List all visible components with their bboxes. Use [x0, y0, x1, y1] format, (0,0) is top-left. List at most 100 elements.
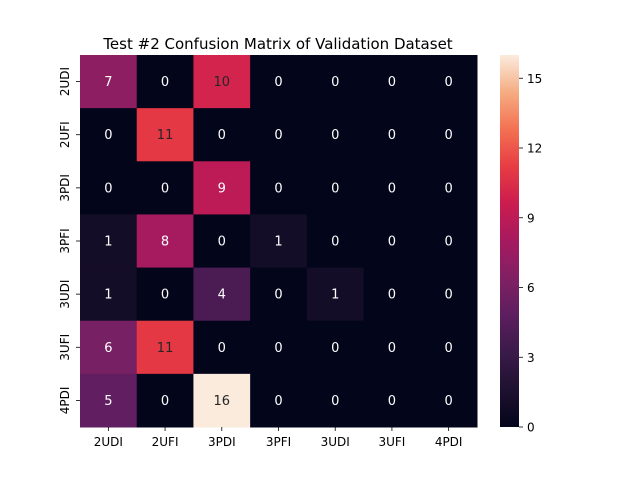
cell-value-label: 0 — [445, 75, 453, 90]
cell-value-label: 9 — [218, 181, 226, 196]
colorbar-tick-label: 6 — [527, 281, 535, 295]
cell-value-label: 0 — [388, 128, 396, 143]
cell-value-label: 0 — [445, 288, 453, 303]
heatmap-cell — [80, 267, 138, 322]
colorbar-tick-label: 3 — [527, 351, 535, 365]
colorbar-tick-label: 12 — [527, 142, 542, 156]
cell-value-label: 1 — [331, 288, 339, 303]
y-tick-label: 2UFI — [58, 121, 72, 148]
cell-value-label: 0 — [218, 235, 226, 250]
heatmap-cell — [306, 214, 365, 269]
cell-value-label: 4 — [218, 288, 226, 303]
x-tick-label: 4PDI — [435, 435, 463, 449]
cell-value-label: 0 — [331, 181, 339, 196]
heatmap-cell — [363, 267, 421, 322]
heatmap-cell — [80, 55, 138, 109]
x-tick-label: 2UDI — [94, 435, 123, 449]
heatmap-cell — [80, 214, 138, 269]
heatmap-cell — [250, 161, 308, 215]
heatmap-cell — [306, 55, 365, 109]
colorbar-tick-label: 15 — [527, 72, 542, 86]
cell-value-label: 0 — [274, 288, 282, 303]
cell-value-label: 1 — [104, 235, 112, 250]
cell-value-label: 0 — [388, 235, 396, 250]
heatmap-cell — [193, 373, 251, 428]
cell-value-label: 0 — [274, 341, 282, 356]
cell-value-label: 0 — [274, 394, 282, 409]
cell-value-label: 11 — [157, 341, 174, 356]
heatmap-cell — [80, 108, 138, 162]
cell-value-label: 0 — [445, 341, 453, 356]
heatmap-cell — [363, 161, 421, 215]
y-tick-label: 3UFI — [58, 334, 72, 361]
cell-value-label: 0 — [161, 394, 169, 409]
heatmap-cell — [363, 214, 421, 269]
heatmap-cell — [363, 55, 421, 109]
heatmap-cell — [250, 267, 308, 322]
cell-value-label: 0 — [274, 181, 282, 196]
heatmap-cell — [363, 108, 421, 162]
x-tick-label: 3UFI — [378, 435, 405, 449]
heatmap-cell — [193, 55, 251, 109]
cell-value-label: 0 — [161, 75, 169, 90]
heatmap-cell — [306, 267, 365, 322]
heatmap-cell — [193, 320, 251, 375]
heatmap-cell — [420, 373, 478, 428]
heatmap-cell — [306, 161, 365, 215]
heatmap-cell — [420, 108, 478, 162]
cell-value-label: 0 — [331, 235, 339, 250]
cell-value-label: 6 — [104, 341, 112, 356]
heatmap-cell — [306, 108, 365, 162]
cell-value-label: 0 — [331, 341, 339, 356]
cell-value-label: 7 — [104, 75, 112, 90]
heatmap-cell — [306, 373, 365, 428]
cell-value-label: 0 — [104, 128, 112, 143]
cell-value-label: 0 — [331, 75, 339, 90]
heatmap-cells — [80, 55, 478, 428]
y-tick-label: 3PDI — [58, 174, 72, 202]
heatmap-cell — [420, 214, 478, 269]
colorbar-tick-label: 0 — [527, 421, 535, 435]
y-axis: 2UDI 2UFI 3PDI 3PFI 3UDI 3UFI 4PDI — [58, 67, 80, 414]
x-tick-label: 3PFI — [266, 435, 291, 449]
cell-value-label: 0 — [161, 288, 169, 303]
heatmap-cell — [193, 214, 251, 269]
cell-value-label: 0 — [445, 128, 453, 143]
cell-value-label: 0 — [388, 341, 396, 356]
heatmap-cell — [250, 214, 308, 269]
heatmap-cell — [193, 161, 251, 215]
cell-value-label: 5 — [104, 394, 112, 409]
heatmap-cell — [136, 373, 194, 428]
heatmap-cell — [193, 108, 251, 162]
heatmap-cell — [193, 267, 251, 322]
heatmap-cell — [363, 373, 421, 428]
cell-value-label: 1 — [274, 235, 282, 250]
heatmap-cell — [420, 320, 478, 375]
y-tick-label: 3UDI — [58, 280, 72, 309]
heatmap-cell — [136, 161, 194, 215]
cell-value-label: 0 — [388, 181, 396, 196]
cell-value-label: 0 — [331, 128, 339, 143]
heatmap-cell — [306, 320, 365, 375]
heatmap-cell — [250, 320, 308, 375]
cell-value-label: 0 — [161, 181, 169, 196]
heatmap-cell — [250, 108, 308, 162]
cell-value-label: 10 — [214, 75, 231, 90]
colorbar: 0 3 6 9 12 15 — [500, 55, 542, 435]
cell-value-label: 0 — [445, 235, 453, 250]
cell-value-label: 11 — [157, 128, 174, 143]
cell-value-label: 0 — [445, 181, 453, 196]
heatmap-cell — [136, 108, 194, 162]
heatmap-cell — [136, 55, 194, 109]
heatmap-cell — [420, 55, 478, 109]
cell-value-label: 0 — [218, 128, 226, 143]
heatmap-cell — [80, 161, 138, 215]
heatmap-cell — [250, 55, 308, 109]
cell-annotations: 7 0 10 0 0 0 00 11 0 0 0 0 00 0 9 0 0 0 01 8 0 1 0 0 01 0 4 0 1 0 06 11… — [104, 75, 453, 409]
cell-value-label: 8 — [161, 235, 169, 250]
cell-value-label: 0 — [388, 75, 396, 90]
cell-value-label: 0 — [388, 394, 396, 409]
colorbar-tick-label: 9 — [527, 211, 535, 225]
